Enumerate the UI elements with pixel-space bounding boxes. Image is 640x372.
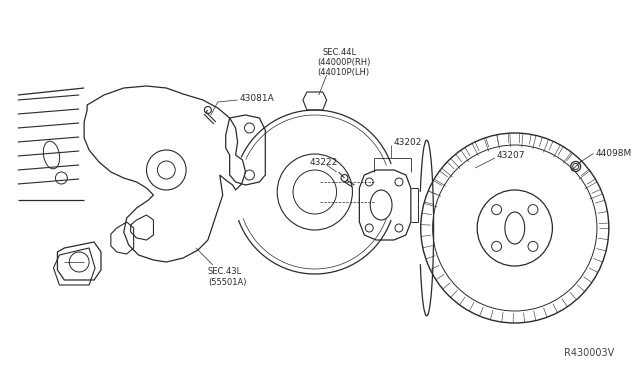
Text: 44098M: 44098M	[595, 149, 632, 158]
Text: 43207: 43207	[497, 151, 525, 160]
Text: SEC.44L: SEC.44L	[323, 48, 357, 57]
Text: (55501A): (55501A)	[208, 278, 246, 286]
Text: (44010P(LH): (44010P(LH)	[317, 67, 369, 77]
Text: 43222: 43222	[310, 157, 338, 167]
Text: R430003V: R430003V	[564, 348, 614, 358]
Text: 43081A: 43081A	[239, 93, 275, 103]
Text: 43202: 43202	[394, 138, 422, 147]
Text: (44000P(RH): (44000P(RH)	[317, 58, 370, 67]
Text: SEC.43L: SEC.43L	[208, 267, 242, 276]
